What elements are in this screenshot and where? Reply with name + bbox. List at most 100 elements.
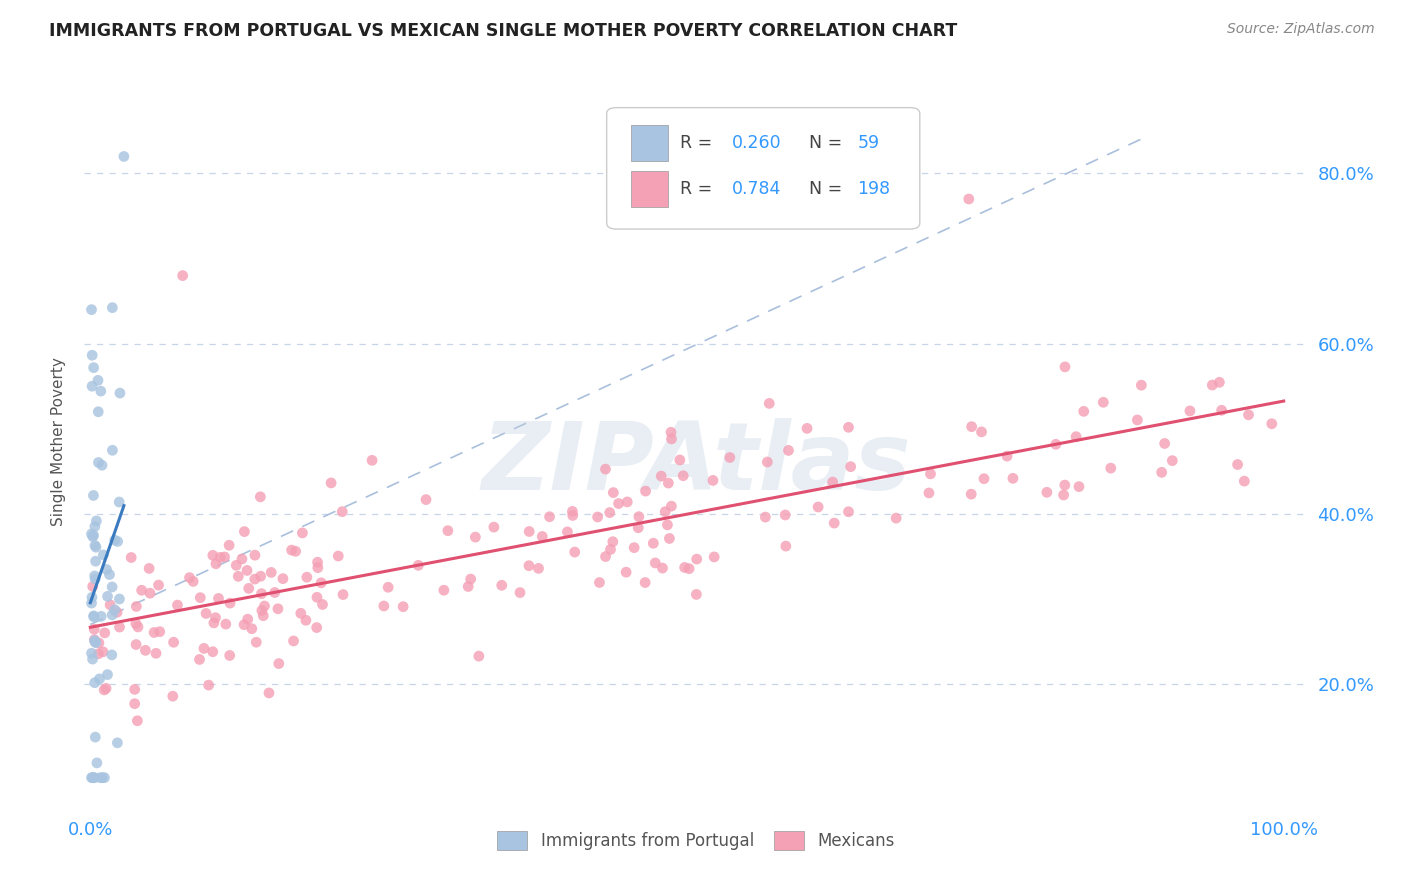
FancyBboxPatch shape [606,108,920,229]
Point [83,528,105,542]
Point [197,678,219,692]
Point [87,647,110,661]
Point [1099,461,1122,475]
Point [703,549,725,564]
Point [172,268,194,283]
Point [83,633,105,648]
Point [614,565,637,579]
Point [821,475,844,489]
Point [233,617,256,632]
Point [756,455,779,469]
Point [134,643,156,657]
Point [1092,395,1115,409]
Point [83,771,105,785]
Text: IMMIGRANTS FROM PORTUGAL VS MEXICAN SINGLE MOTHER POVERTY CORRELATION CHART: IMMIGRANTS FROM PORTUGAL VS MEXICAN SING… [49,22,957,40]
Point [80,771,103,785]
Point [1130,378,1153,392]
Point [773,508,796,522]
Point [219,596,242,610]
Text: 0.260: 0.260 [731,134,782,152]
Point [107,736,129,750]
Point [83,609,105,624]
Point [309,575,332,590]
Point [482,520,505,534]
Point [377,580,399,594]
Point [205,557,228,571]
Point [538,509,561,524]
Point [243,572,266,586]
Point [87,636,110,650]
Point [672,468,695,483]
Text: 0.784: 0.784 [731,180,780,198]
Text: 198: 198 [858,180,890,198]
Point [149,624,172,639]
Point [263,585,285,599]
Point [433,583,456,598]
Text: N =: N = [808,134,842,152]
Point [107,534,129,549]
Point [84,554,107,568]
Point [125,638,148,652]
Point [125,599,148,614]
Point [1126,413,1149,427]
Point [93,625,115,640]
Point [201,549,224,563]
Point [83,569,105,583]
Point [96,590,118,604]
Point [80,379,103,393]
Point [90,384,112,398]
Point [84,540,107,554]
Point [253,599,276,613]
Point [1067,480,1090,494]
Point [754,510,776,524]
Point [101,443,124,458]
Point [588,575,610,590]
Point [89,771,111,785]
Point [1064,430,1087,444]
Point [634,484,657,499]
Point [295,570,318,584]
Point [408,558,430,573]
Point [120,550,142,565]
Bar [631,171,668,207]
Point [918,486,941,500]
Point [238,582,260,596]
Point [778,443,800,458]
Point [104,603,127,617]
Point [98,598,121,612]
Point [204,610,226,624]
Point [131,583,153,598]
Point [837,505,859,519]
Point [267,657,290,671]
Point [83,608,105,623]
Point [98,567,121,582]
Point [1226,458,1249,472]
Point [634,575,657,590]
Point [101,648,124,662]
Point [599,542,621,557]
Point [124,682,146,697]
Point [602,534,624,549]
Point [94,681,117,696]
Point [166,598,188,612]
Point [295,613,318,627]
Point [517,558,540,573]
Point [127,620,149,634]
Point [82,530,104,544]
Point [595,549,617,564]
Point [83,360,105,375]
Point [83,519,105,533]
Point [305,591,328,605]
Point [143,625,166,640]
Point [101,580,124,594]
Point [1150,466,1173,480]
Point [271,572,294,586]
Point [181,574,204,589]
Point [960,487,983,501]
Point [311,598,333,612]
Point [236,612,259,626]
Text: 59: 59 [858,134,880,152]
Point [127,714,149,728]
Point [960,419,983,434]
Point [437,524,460,538]
